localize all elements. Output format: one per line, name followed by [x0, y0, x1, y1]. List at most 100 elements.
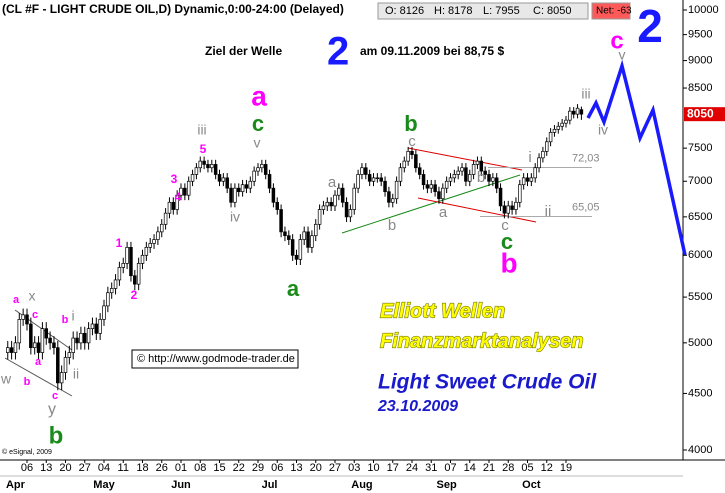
candle-body	[294, 254, 299, 260]
month-label: Oct	[522, 479, 541, 491]
candle-body	[402, 160, 407, 169]
candle-body	[140, 254, 145, 264]
candle-body	[344, 201, 349, 218]
candle-body	[321, 205, 326, 210]
candle-body	[271, 187, 276, 203]
x-tick-label: 27	[329, 462, 341, 474]
candle-body	[160, 223, 164, 233]
candle-body	[533, 167, 537, 179]
candle-body	[417, 167, 422, 175]
y-tick-label: 4000	[688, 444, 712, 456]
candle-body	[144, 247, 149, 256]
candle-body	[367, 174, 372, 182]
candle-body	[348, 209, 353, 218]
candle-body	[240, 184, 245, 193]
wave-label: c	[52, 390, 58, 402]
candle-body	[175, 194, 179, 210]
candle-body	[306, 231, 310, 248]
wave-label: a	[251, 80, 267, 111]
candle-body	[468, 174, 472, 182]
x-tick-label: 14	[464, 462, 476, 474]
candle-body	[98, 319, 102, 334]
candle-body	[302, 231, 306, 240]
wave-label: ii	[73, 366, 79, 382]
quote-close: C: 8050	[533, 5, 572, 17]
y-tick-label: 4500	[688, 387, 712, 399]
candle-body	[221, 177, 226, 182]
candle-body	[333, 194, 337, 207]
candle-body	[510, 205, 514, 210]
x-tick-label: 03	[348, 462, 360, 474]
wave-label: c	[252, 111, 264, 136]
wave-label: v	[254, 135, 261, 151]
candle-body	[541, 151, 545, 159]
candle-body	[202, 160, 206, 165]
x-tick-label: 28	[502, 462, 514, 474]
candle-body	[113, 279, 118, 289]
target-date: am 09.11.2009 bei 88,75 $	[360, 44, 504, 58]
x-tick-label: 27	[79, 462, 91, 474]
candle-body	[32, 342, 37, 349]
candle-body	[314, 223, 318, 237]
candle-body	[552, 128, 557, 133]
wave-label: i	[528, 149, 531, 166]
quote-open: O: 8126	[385, 5, 424, 17]
candle-body	[263, 164, 268, 175]
candle-body	[167, 201, 172, 214]
candle-body	[52, 342, 56, 349]
candle-body	[148, 243, 152, 248]
x-tick-label: 12	[541, 462, 553, 474]
candle-body	[317, 209, 322, 225]
candle-body	[391, 198, 395, 203]
x-tick-label: 19	[560, 462, 572, 474]
wave-label: a	[13, 294, 20, 306]
candle-body	[283, 231, 287, 237]
candle-body	[394, 180, 399, 200]
candle-body	[290, 239, 295, 256]
candle-body	[121, 263, 125, 268]
target-wave: 2	[327, 30, 349, 74]
x-tick-label: 26	[156, 462, 168, 474]
wave-label: c	[32, 309, 38, 321]
candle-body	[379, 177, 383, 182]
x-tick-label: 11	[118, 462, 129, 474]
y-tick-label: 9500	[688, 29, 712, 41]
y-tick-label: 6500	[688, 211, 712, 223]
candle-body	[94, 323, 99, 334]
candle-body	[487, 174, 491, 182]
candle-body	[410, 151, 414, 155]
level-label: 65,05	[572, 201, 600, 213]
candle-body	[329, 201, 333, 207]
candle-body	[40, 328, 45, 353]
wave-label: a	[287, 276, 300, 301]
x-tick-label: 01	[175, 462, 187, 474]
candle-body	[483, 170, 487, 175]
wave-label: 3	[171, 172, 178, 186]
candle-body	[21, 314, 25, 320]
y-tick-label: 10000	[688, 4, 719, 16]
candle-body	[233, 187, 237, 203]
candle-body	[194, 167, 199, 175]
chart-title: (CL #F - LIGHT CRUDE OIL,D) Dynamic,0:00…	[2, 2, 344, 16]
wave-label: a	[439, 204, 448, 221]
candle-body	[225, 177, 229, 189]
candle-body	[256, 167, 260, 172]
candle-body	[275, 201, 280, 210]
wave-label: a	[328, 174, 337, 191]
candle-body	[514, 201, 518, 210]
candle-body	[252, 170, 256, 182]
candle-body	[575, 107, 580, 115]
x-tick-label: 13	[290, 462, 302, 474]
candle-body	[437, 191, 441, 200]
wave-label: 1	[116, 236, 123, 250]
candle-body	[56, 347, 60, 384]
candle-body	[190, 174, 195, 182]
candle-body	[464, 167, 468, 182]
candle-body	[364, 167, 368, 175]
candle-body	[425, 184, 430, 189]
candle-body	[90, 323, 95, 330]
wave-label: 2	[131, 288, 138, 302]
candle-body	[325, 201, 330, 207]
candle-body	[537, 157, 541, 169]
